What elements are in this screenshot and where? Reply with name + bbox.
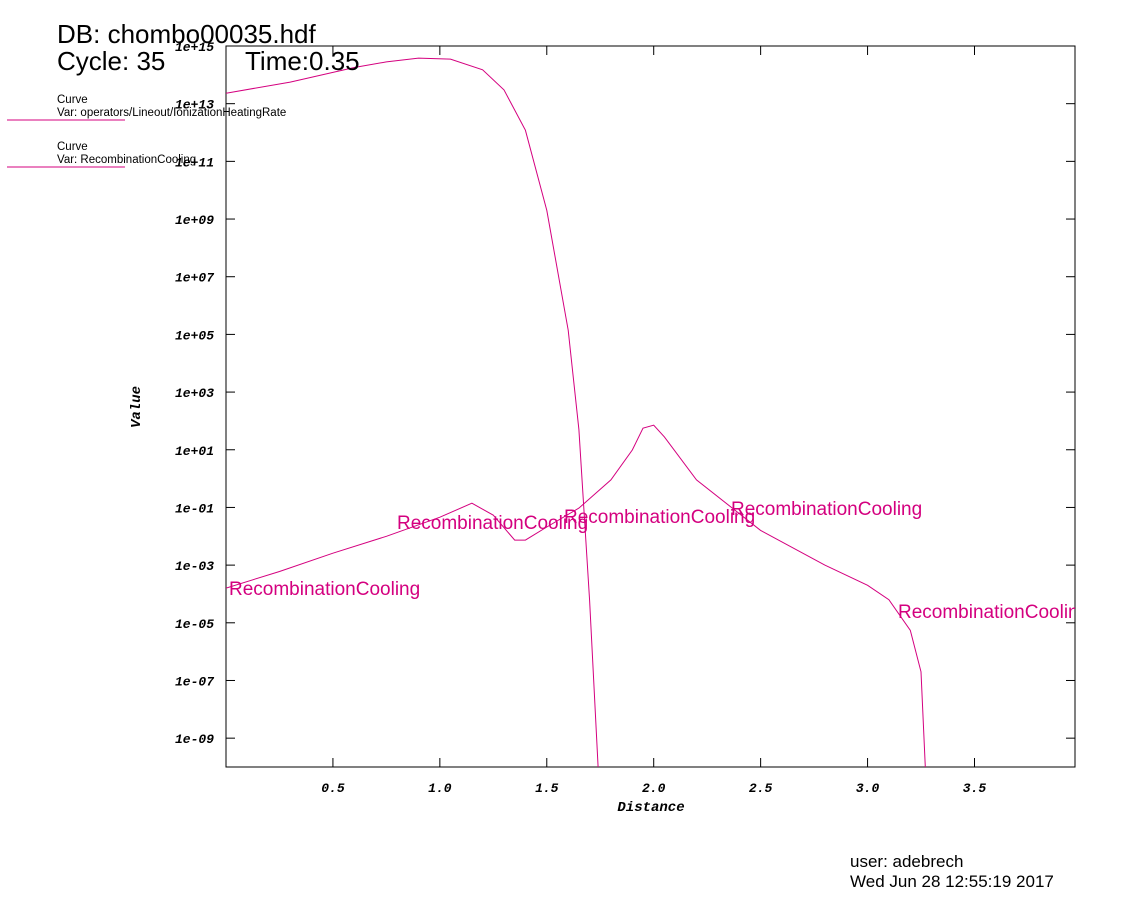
legend-heading: Curve	[57, 141, 88, 153]
y-tick-label: 1e+13	[175, 98, 214, 113]
x-tick-label: 2.0	[642, 781, 666, 796]
y-tick-label: 1e-05	[175, 617, 214, 632]
y-tick-label: 1e+03	[175, 386, 214, 401]
db-title: DB: chombo00035.hdf	[57, 19, 317, 49]
y-tick-label: 1e-09	[175, 732, 214, 747]
y-tick-label: 1e+15	[175, 40, 214, 55]
y-axis-title: Value	[129, 386, 145, 428]
y-tick-label: 1e+11	[175, 155, 214, 170]
x-tick-label: 1.5	[535, 781, 559, 796]
x-tick-label: 0.5	[321, 781, 345, 796]
legend-heading: Curve	[57, 94, 88, 106]
curve-label: RecombinationCooling	[731, 499, 922, 520]
data-line	[226, 424, 926, 767]
x-axis-title: Distance	[617, 800, 684, 816]
y-tick-label: 1e+09	[175, 213, 214, 228]
y-tick-label: 1e+01	[175, 444, 214, 459]
x-tick-label: 2.5	[749, 781, 773, 796]
y-tick-label: 1e-01	[175, 501, 214, 516]
plot-frame	[225, 45, 1076, 768]
curve-label: RecombinationCooling	[898, 602, 1089, 623]
date-label: Wed Jun 28 12:55:19 2017	[850, 872, 1054, 891]
x-tick-label: 3.5	[963, 781, 987, 796]
y-tick-label: 1e+05	[175, 328, 214, 343]
time-title: Time:0.35	[245, 46, 360, 76]
user-label: user: adebrech	[850, 852, 963, 871]
curve-label: RecombinationCooling	[564, 507, 755, 528]
legend-label: Var: operators/Lineout/IonizationHeating…	[57, 107, 286, 119]
curve-label: RecombinationCooling	[229, 579, 420, 600]
data-line	[226, 57, 599, 767]
y-tick-label: 1e+07	[175, 271, 214, 286]
x-tick-label: 3.0	[856, 781, 880, 796]
curve-label: RecombinationCooling	[397, 513, 588, 534]
x-tick-label: 1.0	[428, 781, 452, 796]
legend-label: Var: RecombinationCooling	[57, 154, 196, 166]
y-tick-label: 1e-03	[175, 559, 214, 574]
y-tick-label: 1e-07	[175, 674, 214, 689]
plot-area: RecombinationCoolingRecombinationCooling…	[226, 57, 1089, 767]
cycle-title: Cycle: 35	[57, 46, 165, 76]
